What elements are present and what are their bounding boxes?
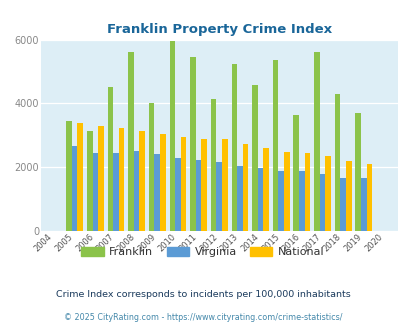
Bar — [252, 85, 257, 231]
Bar — [139, 131, 145, 231]
Bar — [334, 94, 339, 231]
Bar — [169, 41, 175, 231]
Bar — [98, 126, 103, 231]
Bar — [237, 166, 242, 231]
Bar — [360, 178, 366, 231]
Bar — [175, 158, 180, 231]
Bar — [293, 115, 298, 231]
Text: Crime Index corresponds to incidents per 100,000 inhabitants: Crime Index corresponds to incidents per… — [55, 290, 350, 299]
Bar — [72, 147, 77, 231]
Bar — [366, 164, 371, 231]
Bar — [257, 169, 263, 231]
Bar — [222, 140, 227, 231]
Bar — [201, 140, 207, 231]
Bar — [154, 154, 160, 231]
Bar — [113, 153, 119, 231]
Bar — [242, 144, 247, 231]
Bar — [134, 151, 139, 231]
Bar — [354, 113, 360, 231]
Bar — [149, 103, 154, 231]
Bar — [87, 130, 92, 231]
Bar — [319, 174, 324, 231]
Bar — [160, 134, 165, 231]
Bar — [345, 160, 351, 231]
Text: © 2025 CityRating.com - https://www.cityrating.com/crime-statistics/: © 2025 CityRating.com - https://www.city… — [64, 313, 341, 322]
Bar — [128, 52, 134, 231]
Bar — [77, 123, 83, 231]
Bar — [66, 121, 72, 231]
Bar — [231, 63, 237, 231]
Bar — [278, 171, 283, 231]
Bar — [339, 178, 345, 231]
Bar — [92, 153, 98, 231]
Bar — [313, 52, 319, 231]
Bar — [216, 162, 222, 231]
Bar — [283, 151, 289, 231]
Bar — [304, 153, 309, 231]
Legend: Franklin, Virginia, National: Franklin, Virginia, National — [77, 242, 328, 262]
Bar — [195, 160, 201, 231]
Bar — [324, 156, 330, 231]
Bar — [190, 57, 195, 231]
Bar — [107, 87, 113, 231]
Bar — [272, 60, 278, 231]
Bar — [180, 137, 186, 231]
Bar — [263, 148, 268, 231]
Bar — [210, 99, 216, 231]
Bar — [298, 171, 304, 231]
Title: Franklin Property Crime Index: Franklin Property Crime Index — [107, 23, 331, 36]
Bar — [119, 128, 124, 231]
